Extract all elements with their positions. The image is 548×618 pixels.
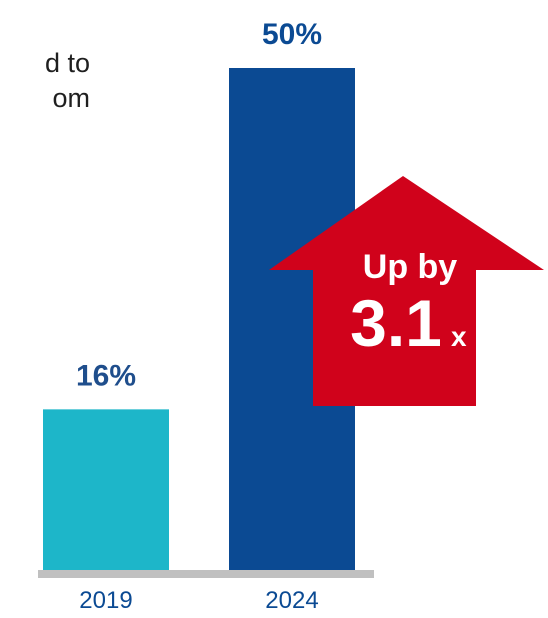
value-label-2024: 50% bbox=[262, 18, 322, 51]
arrow-text-line1: Up by bbox=[363, 248, 458, 286]
intro-text-fragment: d to om bbox=[0, 46, 90, 116]
labels-layer: 16% 2019 50% 2024 bbox=[76, 18, 322, 614]
x-tick-label-2019: 2019 bbox=[79, 587, 132, 614]
intro-text-line-2: om bbox=[52, 83, 90, 113]
bars-layer bbox=[43, 68, 355, 570]
growth-arrow-annotation: Up by 3.1 x bbox=[269, 176, 544, 406]
arrow-multiplier-value: 3.1 bbox=[350, 286, 442, 360]
bar-2019 bbox=[43, 409, 169, 570]
up-arrow-icon bbox=[269, 176, 544, 406]
arrow-multiplier-unit: x bbox=[451, 321, 467, 352]
intro-text-line-1: d to bbox=[44, 48, 90, 78]
value-label-2019: 16% bbox=[76, 359, 136, 392]
x-tick-label-2024: 2024 bbox=[265, 587, 318, 614]
